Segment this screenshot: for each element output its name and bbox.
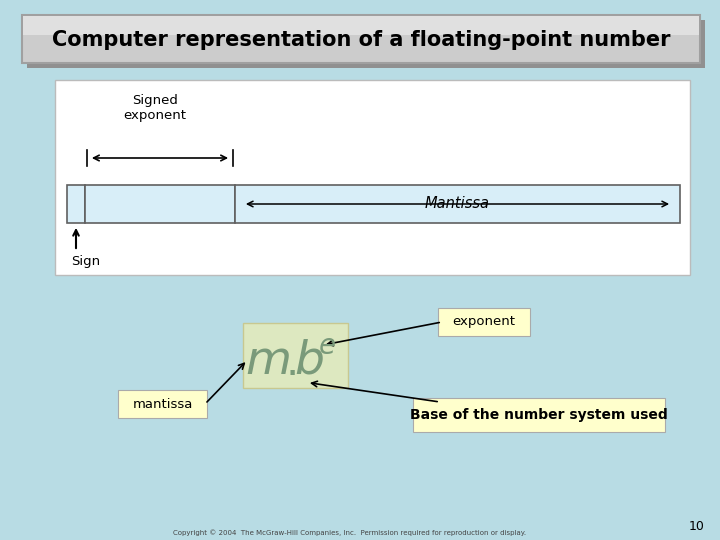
FancyBboxPatch shape bbox=[55, 80, 690, 275]
Text: $\mathit{e}$: $\mathit{e}$ bbox=[318, 334, 336, 361]
Text: Computer representation of a floating-point number: Computer representation of a floating-po… bbox=[52, 30, 670, 50]
Text: $\mathit{m}$: $\mathit{m}$ bbox=[245, 339, 289, 383]
FancyBboxPatch shape bbox=[413, 398, 665, 432]
Text: 10: 10 bbox=[689, 521, 705, 534]
FancyBboxPatch shape bbox=[67, 185, 85, 223]
Text: Sign: Sign bbox=[71, 255, 100, 268]
FancyBboxPatch shape bbox=[27, 20, 705, 68]
FancyBboxPatch shape bbox=[118, 390, 207, 418]
Text: Copyright © 2004  The McGraw-Hill Companies, Inc.  Permission required for repro: Copyright © 2004 The McGraw-Hill Compani… bbox=[174, 530, 526, 536]
Text: Signed
exponent: Signed exponent bbox=[124, 94, 186, 122]
FancyBboxPatch shape bbox=[243, 322, 348, 388]
Text: mantissa: mantissa bbox=[132, 397, 193, 410]
FancyBboxPatch shape bbox=[23, 16, 699, 35]
Text: exponent: exponent bbox=[452, 315, 516, 328]
FancyBboxPatch shape bbox=[85, 185, 235, 223]
Text: $.$: $.$ bbox=[284, 342, 295, 384]
Text: Mantissa: Mantissa bbox=[425, 197, 490, 212]
FancyBboxPatch shape bbox=[22, 15, 700, 63]
FancyBboxPatch shape bbox=[438, 308, 530, 336]
Text: $\mathit{b}$: $\mathit{b}$ bbox=[294, 339, 324, 383]
Text: Base of the number system used: Base of the number system used bbox=[410, 408, 668, 422]
FancyBboxPatch shape bbox=[235, 185, 680, 223]
